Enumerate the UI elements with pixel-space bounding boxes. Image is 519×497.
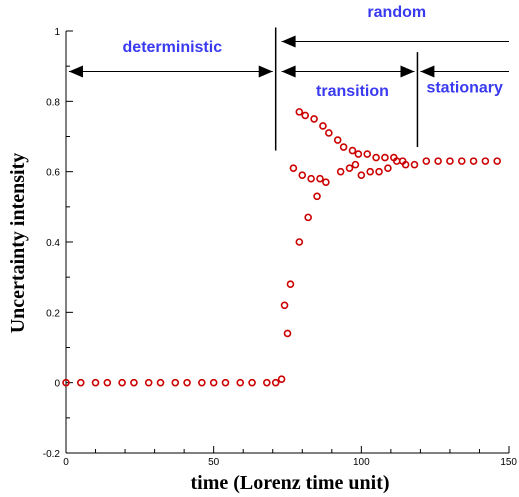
data-point	[345, 164, 354, 172]
y-tick-label: 1	[54, 27, 60, 38]
phase-annotations: deterministic random transition stationary	[68, 4, 509, 151]
data-point	[280, 301, 289, 310]
data-point	[198, 378, 206, 387]
data-point	[283, 329, 292, 338]
data-point	[271, 378, 280, 387]
data-point	[481, 157, 490, 165]
x-tick-label: 0	[63, 457, 69, 468]
data-point	[434, 157, 442, 165]
data-point	[118, 378, 126, 387]
data-point	[295, 238, 304, 246]
data-point	[171, 378, 180, 387]
y-tick-label: 0.8	[46, 97, 60, 108]
data-point	[310, 115, 318, 123]
data-point	[313, 192, 321, 201]
data-points	[62, 108, 501, 387]
data-point	[422, 157, 431, 165]
data-point	[446, 157, 454, 165]
arrow-head	[420, 65, 435, 78]
data-point	[339, 143, 348, 151]
data-point	[156, 378, 165, 387]
data-point	[351, 160, 360, 169]
y-tick-label: 0.6	[46, 168, 60, 179]
arrow-head	[258, 65, 273, 78]
data-point	[354, 150, 363, 158]
arrow-head	[281, 35, 296, 48]
y-axis-title: Uncertainty intensity	[7, 153, 29, 334]
phase-label: stationary	[426, 80, 503, 97]
data-point	[62, 378, 70, 387]
x-tick-label: 150	[500, 457, 517, 468]
data-point	[469, 157, 478, 165]
x-tick-label: 100	[353, 457, 370, 468]
data-point	[366, 167, 374, 176]
data-point	[457, 157, 466, 165]
data-point	[221, 378, 230, 387]
data-point	[372, 153, 380, 162]
data-point	[363, 150, 372, 158]
y-tick-label: 0.2	[46, 308, 60, 319]
data-point	[248, 378, 256, 387]
data-point	[304, 213, 312, 222]
data-point	[336, 167, 345, 176]
data-point	[333, 136, 342, 144]
data-point	[144, 378, 153, 387]
data-point	[289, 164, 298, 172]
y-tick-label: 0.4	[46, 238, 60, 249]
arrow-head	[400, 65, 415, 78]
data-point	[91, 378, 100, 387]
data-point	[277, 375, 286, 383]
data-point	[381, 153, 389, 162]
data-point	[130, 378, 138, 387]
arrow-head	[68, 65, 83, 78]
data-point	[357, 171, 366, 179]
data-point	[76, 378, 85, 387]
data-point	[263, 378, 271, 387]
data-point	[286, 280, 295, 289]
data-point	[209, 378, 218, 387]
data-point	[410, 160, 419, 169]
y-tick-label: 0	[54, 379, 60, 390]
x-tick-label: 50	[208, 457, 220, 468]
phase-label: transition	[316, 83, 389, 100]
data-point	[236, 378, 245, 387]
data-point	[348, 146, 357, 155]
phase-label: random	[367, 4, 426, 21]
data-point	[295, 108, 304, 116]
data-point	[319, 122, 327, 130]
data-point	[307, 174, 315, 183]
data-point	[322, 178, 330, 187]
data-point	[325, 129, 333, 137]
data-point	[183, 378, 191, 387]
x-axis-title: time (Lorenz time unit)	[190, 472, 389, 494]
arrow-head	[281, 65, 296, 78]
data-point	[384, 164, 392, 172]
phase-label: deterministic	[123, 39, 223, 56]
axis-ticks	[65, 30, 510, 454]
axis-tick-labels: -0.200.20.40.60.810 50 100 150	[43, 27, 518, 468]
data-point	[103, 378, 112, 387]
data-point	[316, 174, 324, 183]
data-point	[401, 160, 410, 169]
data-point	[493, 157, 501, 165]
data-point	[301, 111, 310, 120]
data-point	[298, 171, 307, 179]
data-point	[375, 167, 383, 176]
y-tick-label: -0.2	[43, 449, 61, 460]
